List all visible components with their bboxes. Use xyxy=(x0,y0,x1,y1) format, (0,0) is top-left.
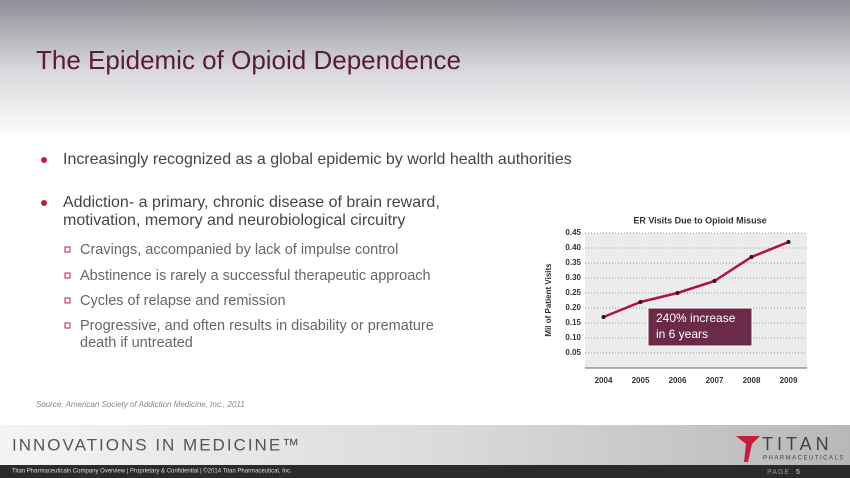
point xyxy=(712,279,717,283)
bullet-text: Addiction- a primary, chronic disease of… xyxy=(63,194,440,211)
tagline: INNOVATIONS IN MEDICINE™ xyxy=(12,435,301,454)
annotation-text: in 6 years xyxy=(656,327,708,341)
point xyxy=(786,240,791,244)
annotation-text: 240% increase xyxy=(656,311,736,325)
sub-bullet-mark xyxy=(64,272,71,279)
plot-area xyxy=(585,233,807,368)
logo-sub: PHARMACEUTICALS xyxy=(763,456,845,462)
sub-bullet-mark xyxy=(64,297,71,304)
footer-band xyxy=(0,425,850,465)
y-tick-label: 0.15 xyxy=(565,318,581,327)
y-tick-label: 0.05 xyxy=(565,348,581,357)
logo-name: TITAN xyxy=(762,434,833,454)
logo-mark xyxy=(736,436,760,462)
x-tick-label: 2005 xyxy=(632,376,650,385)
y-tick-label: 0.10 xyxy=(565,333,581,342)
y-axis-label: Mil of Patient Visits xyxy=(544,263,553,337)
footer-text: Titan Pharmaceuticals Company Overview |… xyxy=(12,468,292,475)
y-tick-label: 0.35 xyxy=(565,258,581,267)
sub-bullet-text: death if untreated xyxy=(80,335,193,351)
point xyxy=(675,291,680,295)
y-tick-label: 0.40 xyxy=(565,243,581,252)
sub-bullet-mark xyxy=(64,246,71,253)
point xyxy=(601,315,606,319)
y-tick-label: 0.20 xyxy=(565,303,581,312)
sub-bullet-text: Cycles of relapse and remission xyxy=(80,293,286,309)
y-tick-label: 0.30 xyxy=(565,273,581,282)
bullet-text: Increasingly recognized as a global epid… xyxy=(63,151,572,168)
sub-bullet-text: Abstinence is rarely a successful therap… xyxy=(80,268,431,284)
y-tick-label: 0.45 xyxy=(565,228,581,237)
source: Source: American Society of Addiction Me… xyxy=(36,400,245,409)
point xyxy=(638,300,643,304)
x-tick-label: 2007 xyxy=(706,376,724,385)
bullet-text: motivation, memory and neurobiological c… xyxy=(63,212,405,229)
sub-bullet-text: Progressive, and often results in disabi… xyxy=(80,318,434,334)
point xyxy=(749,255,754,259)
chart-title: ER Visits Due to Opioid Misuse xyxy=(633,215,766,225)
annotation-box xyxy=(647,307,753,347)
header-shade xyxy=(0,0,850,140)
bullet-dot xyxy=(41,200,47,206)
sub-bullet-text: Cravings, accompanied by lack of impulse… xyxy=(80,242,398,258)
sub-bullet-mark xyxy=(64,322,71,329)
slide-title: The Epidemic of Opioid Dependence xyxy=(36,45,461,75)
page-label: PAGE xyxy=(767,469,790,476)
bullet-dot xyxy=(41,157,47,163)
series-line xyxy=(603,240,789,319)
y-tick-label: 0.25 xyxy=(565,288,581,297)
x-tick-label: 2008 xyxy=(743,376,761,385)
x-tick-label: 2004 xyxy=(595,376,613,385)
page-number: 5 xyxy=(796,469,800,476)
x-tick-label: 2006 xyxy=(669,376,687,385)
x-tick-label: 2009 xyxy=(780,376,798,385)
footer-bar xyxy=(0,465,850,478)
